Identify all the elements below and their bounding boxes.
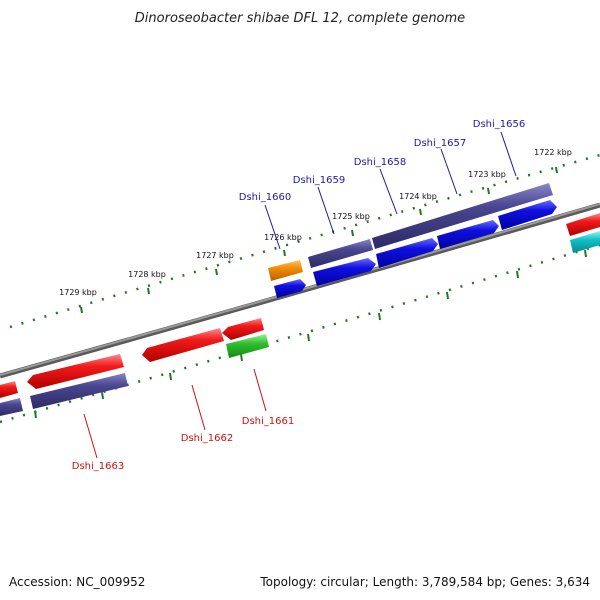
cds-arrow-dshi-1659[interactable] [313,258,376,286]
gene-label-dshi-1657[interactable]: Dshi_1657 [414,138,466,149]
cds-arrow-partial-right[interactable] [566,213,600,236]
gene-label-dshi-1663[interactable]: Dshi_1663 [72,461,124,472]
cds-arrow-partial-left[interactable] [0,381,18,398]
tick-label-1727: 1727 kbp [196,251,234,260]
genome-summary-text: Topology: circular; Length: 3,789,584 bp… [259,575,590,589]
tick-label-1729: 1729 kbp [59,288,97,297]
tick-label-1723: 1723 kbp [468,170,506,179]
forward-features [268,183,600,298]
outer-major-ticks [80,166,558,314]
tick-labels: 1722 kbp 1723 kbp 1724 kbp 1725 kbp 1726… [59,148,572,297]
tick-label-1728: 1728 kbp [128,270,166,279]
leader-lines [83,131,517,459]
gene-bar-partial-left[interactable] [0,398,23,416]
tick-label-1726: 1726 kbp [264,233,302,242]
cds-arrow-dshi-1662[interactable] [142,328,224,362]
cds-arrow-dshi-1660[interactable] [274,279,306,298]
cds-arrow-dshi-1656[interactable] [498,200,557,230]
cds-arrow-dshi-1663[interactable] [27,354,124,389]
gene-label-dshi-1656[interactable]: Dshi_1656 [473,119,525,130]
tick-label-1725: 1725 kbp [332,212,370,221]
tick-label-1724: 1724 kbp [399,192,437,201]
gene-bar-dshi-1663[interactable] [30,373,128,409]
gene-labels-forward: Dshi_1656 Dshi_1657 Dshi_1658 Dshi_1659 … [239,119,525,203]
cds-arrow-dshi-1661[interactable] [222,318,264,340]
gene-label-dshi-1660[interactable]: Dshi_1660 [239,192,291,203]
reverse-features [0,318,269,416]
inner-scale-track [0,243,600,424]
gene-bar-dshi-1661[interactable] [226,334,269,358]
gene-label-dshi-1659[interactable]: Dshi_1659 [293,175,345,186]
gene-label-dshi-1661[interactable]: Dshi_1661 [242,416,294,427]
gene-bar-dshi-1659[interactable] [308,239,373,268]
cds-arrow-dshi-1658[interactable] [376,238,438,268]
inner-major-ticks [34,249,587,419]
gene-labels-reverse: Dshi_1661 Dshi_1662 Dshi_1663 [72,416,294,472]
outer-scale-track [9,153,600,329]
tick-label-1722: 1722 kbp [534,148,572,157]
cds-arrow-dshi-1657[interactable] [437,220,499,249]
gene-bar-dshi-1660[interactable] [268,260,303,281]
gene-bar-dshi-1656-1658[interactable] [372,183,553,249]
gene-label-dshi-1658[interactable]: Dshi_1658 [354,157,406,168]
gene-bar-partial-right-cyan[interactable] [570,231,600,253]
map-title: Dinoroseobacter shibae DFL 12, complete … [135,11,465,26]
gene-label-dshi-1662[interactable]: Dshi_1662 [181,433,233,444]
accession-text: Accession: NC_009952 [9,575,145,589]
